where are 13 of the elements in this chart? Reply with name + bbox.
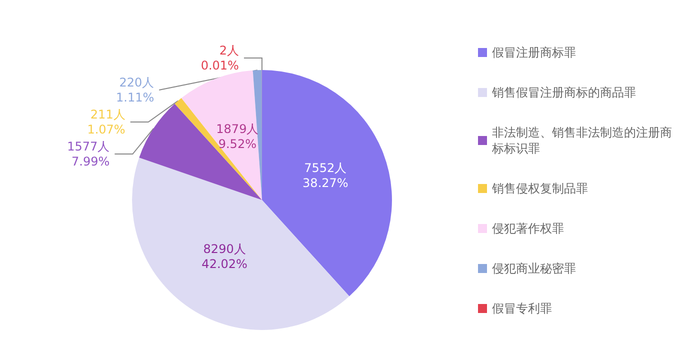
legend-label: 销售侵权复制品罪	[491, 182, 588, 196]
data-label: 7552人 38.27%	[302, 161, 348, 190]
data-label: 211人 1.07%	[87, 108, 126, 137]
legend-label: 非法制造、销售非法制造的注册商标标识罪	[491, 126, 672, 156]
legend-label: 侵犯著作权罪	[492, 222, 564, 236]
data-label: 1577人 7.99%	[67, 140, 110, 169]
data-label: 8290人 42.02%	[202, 242, 248, 272]
data-label: 2人 0.01%	[200, 44, 239, 73]
legend-label: 假冒专利罪	[492, 302, 552, 316]
legend-label: 假冒注册商标罪	[492, 46, 576, 60]
legend-label: 侵犯商业秘密罪	[492, 262, 576, 276]
legend-label: 销售假冒注册商标的商品罪	[491, 86, 636, 100]
data-label: 220人 1.11%	[116, 76, 154, 105]
